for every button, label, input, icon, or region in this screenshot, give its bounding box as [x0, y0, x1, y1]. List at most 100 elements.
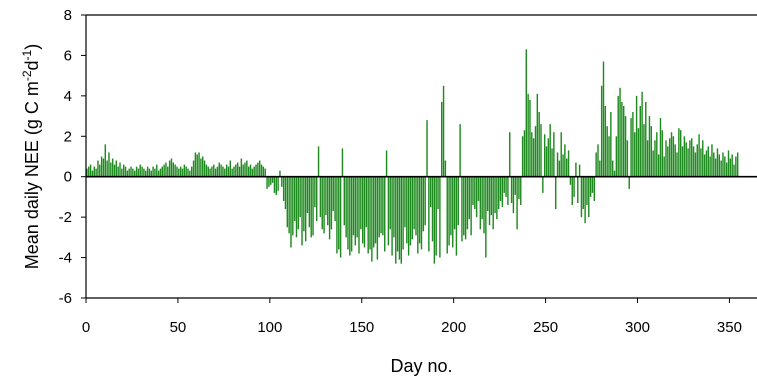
bar [183, 164, 186, 177]
y-tick-label: 2 [64, 128, 72, 145]
bar [249, 164, 252, 177]
bar [264, 168, 266, 177]
bar [659, 118, 662, 177]
bar [128, 168, 130, 177]
bar [167, 166, 169, 177]
bar [304, 176, 307, 242]
bar [321, 176, 323, 230]
bar [211, 166, 213, 177]
bar [422, 176, 425, 232]
bar [510, 176, 513, 203]
bar [624, 116, 627, 177]
bar [203, 160, 206, 177]
bar [113, 164, 116, 177]
bar [163, 164, 165, 177]
y-tick-label: -6 [59, 290, 72, 307]
bar [310, 176, 312, 238]
x-tick-label: 100 [257, 319, 282, 336]
bar [420, 176, 423, 250]
bar [385, 150, 388, 177]
bar [606, 126, 608, 177]
bar [597, 144, 599, 177]
bar [461, 176, 463, 242]
y-tick-label: -4 [59, 250, 72, 267]
bar [214, 168, 217, 177]
bar [474, 176, 476, 210]
bar [100, 156, 103, 177]
bar [119, 162, 121, 177]
bar [266, 176, 268, 189]
bar [545, 146, 548, 177]
y-tick-label: 4 [64, 88, 72, 105]
bar [450, 176, 452, 236]
bar [646, 140, 649, 177]
bar [290, 176, 292, 248]
bar [448, 176, 450, 246]
bar [599, 160, 601, 177]
bar [722, 152, 724, 177]
bar [626, 140, 629, 177]
bar [141, 166, 143, 177]
bar [566, 158, 568, 177]
bar [615, 136, 618, 177]
bar [198, 152, 200, 177]
bar [521, 136, 524, 177]
bar [409, 176, 412, 246]
bar [314, 176, 316, 208]
bar [218, 162, 220, 177]
bar [446, 176, 448, 254]
bar [529, 99, 531, 177]
bar [356, 176, 358, 238]
bar [341, 148, 344, 177]
bar [547, 138, 550, 177]
bar [518, 176, 520, 199]
bar [433, 176, 436, 264]
bar [733, 164, 735, 177]
bar [595, 152, 597, 177]
bar [317, 146, 320, 177]
bar [165, 162, 167, 177]
bar [308, 176, 311, 228]
bar [602, 61, 605, 177]
bar [382, 176, 384, 236]
bar [99, 164, 101, 177]
bar [306, 176, 309, 214]
bar [707, 146, 709, 177]
bar [275, 176, 277, 195]
bar [685, 142, 687, 177]
bar [148, 168, 151, 177]
bar [637, 128, 640, 177]
bar [481, 176, 483, 220]
y-tick-label: 0 [64, 169, 72, 186]
x-axis-title: Day no. [390, 356, 452, 376]
bar [466, 176, 469, 230]
bar [564, 144, 566, 177]
bar [645, 101, 647, 177]
bar [319, 176, 322, 218]
bar [358, 176, 360, 254]
bar [110, 162, 112, 177]
bar [714, 158, 717, 177]
bar [242, 164, 244, 177]
bar [88, 166, 90, 177]
bar [619, 87, 621, 177]
bar [558, 160, 561, 177]
bar [235, 164, 237, 177]
bar [115, 160, 118, 177]
bar [259, 160, 261, 177]
bar [562, 154, 564, 177]
bar [683, 136, 686, 177]
bar [442, 85, 445, 177]
bar [634, 132, 636, 177]
bar [117, 166, 119, 177]
bar [670, 132, 673, 177]
bar [406, 176, 408, 244]
bar [168, 160, 171, 177]
bar [452, 176, 454, 248]
bar [668, 138, 671, 177]
x-tick-label: 350 [717, 319, 742, 336]
bar [257, 162, 259, 177]
bar [554, 176, 557, 210]
bar [663, 156, 665, 177]
bar [224, 168, 226, 177]
